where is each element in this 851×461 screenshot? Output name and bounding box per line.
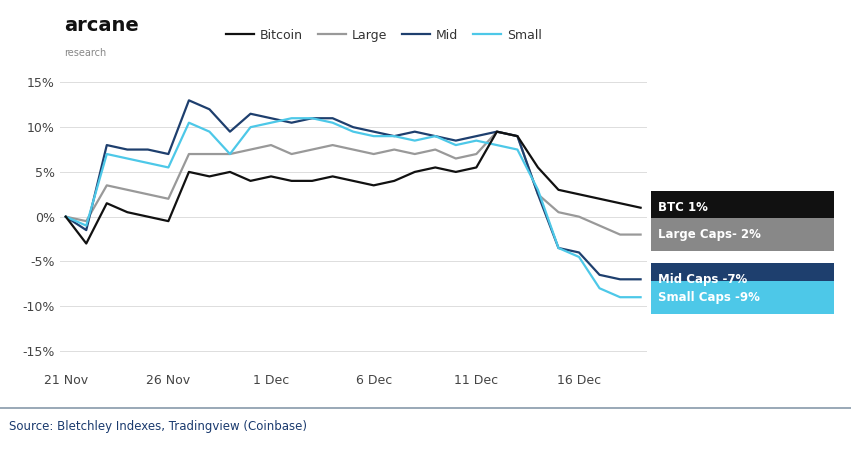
Text: Large Caps- 2%: Large Caps- 2% (658, 228, 761, 241)
Text: Mid Caps -7%: Mid Caps -7% (658, 273, 747, 286)
Legend: Bitcoin, Large, Mid, Small: Bitcoin, Large, Mid, Small (221, 24, 547, 47)
Text: research: research (64, 48, 106, 59)
Text: BTC 1%: BTC 1% (658, 201, 708, 214)
Text: Small Caps -9%: Small Caps -9% (658, 291, 760, 304)
Text: arcane: arcane (64, 16, 139, 35)
Text: Source: Bletchley Indexes, Tradingview (Coinbase): Source: Bletchley Indexes, Tradingview (… (9, 420, 306, 433)
